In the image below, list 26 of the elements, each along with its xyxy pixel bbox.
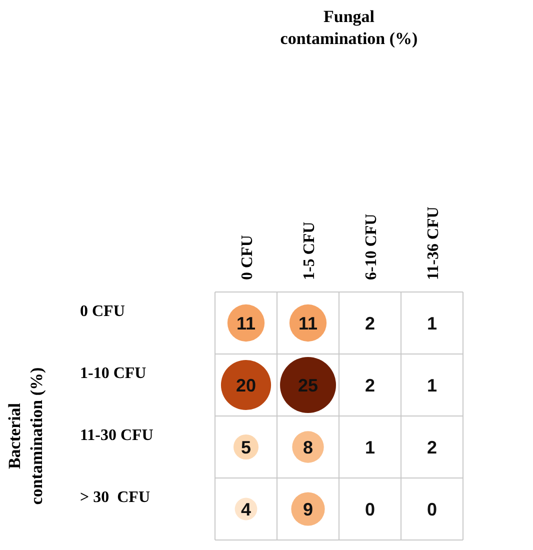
data-label: 4 bbox=[240, 499, 252, 520]
data-label: 11 bbox=[298, 313, 318, 334]
data-label: 0 bbox=[426, 499, 438, 520]
data-label: 25 bbox=[298, 375, 318, 396]
x-tick-label: 1-5 CFU bbox=[301, 221, 318, 280]
data-label: 2 bbox=[426, 437, 438, 458]
data-label: 9 bbox=[302, 499, 314, 520]
x-tick-label: 11-36 CFU bbox=[425, 206, 442, 280]
data-label: 11 bbox=[236, 313, 256, 334]
y-axis-title: Bacterial contamination (%) bbox=[5, 367, 46, 505]
chart-title: Fungal contamination (%) bbox=[280, 7, 418, 48]
data-label: 5 bbox=[240, 437, 252, 458]
x-tick-label: 0 CFU bbox=[239, 234, 256, 280]
data-label: 2 bbox=[364, 313, 376, 334]
data-label: 20 bbox=[236, 375, 256, 396]
data-label: 1 bbox=[426, 313, 438, 334]
y-tick-label: 0 CFU bbox=[80, 303, 126, 320]
data-label: 1 bbox=[364, 437, 376, 458]
data-label: 1 bbox=[426, 375, 438, 396]
data-label: 8 bbox=[302, 437, 314, 458]
y-tick-label: > 30 CFU bbox=[80, 489, 150, 506]
y-tick-label: 11-30 CFU bbox=[80, 427, 154, 444]
y-tick-label: 1-10 CFU bbox=[80, 365, 147, 382]
data-label: 0 bbox=[364, 499, 376, 520]
data-label: 2 bbox=[364, 375, 376, 396]
x-tick-label: 6-10 CFU bbox=[363, 213, 380, 280]
